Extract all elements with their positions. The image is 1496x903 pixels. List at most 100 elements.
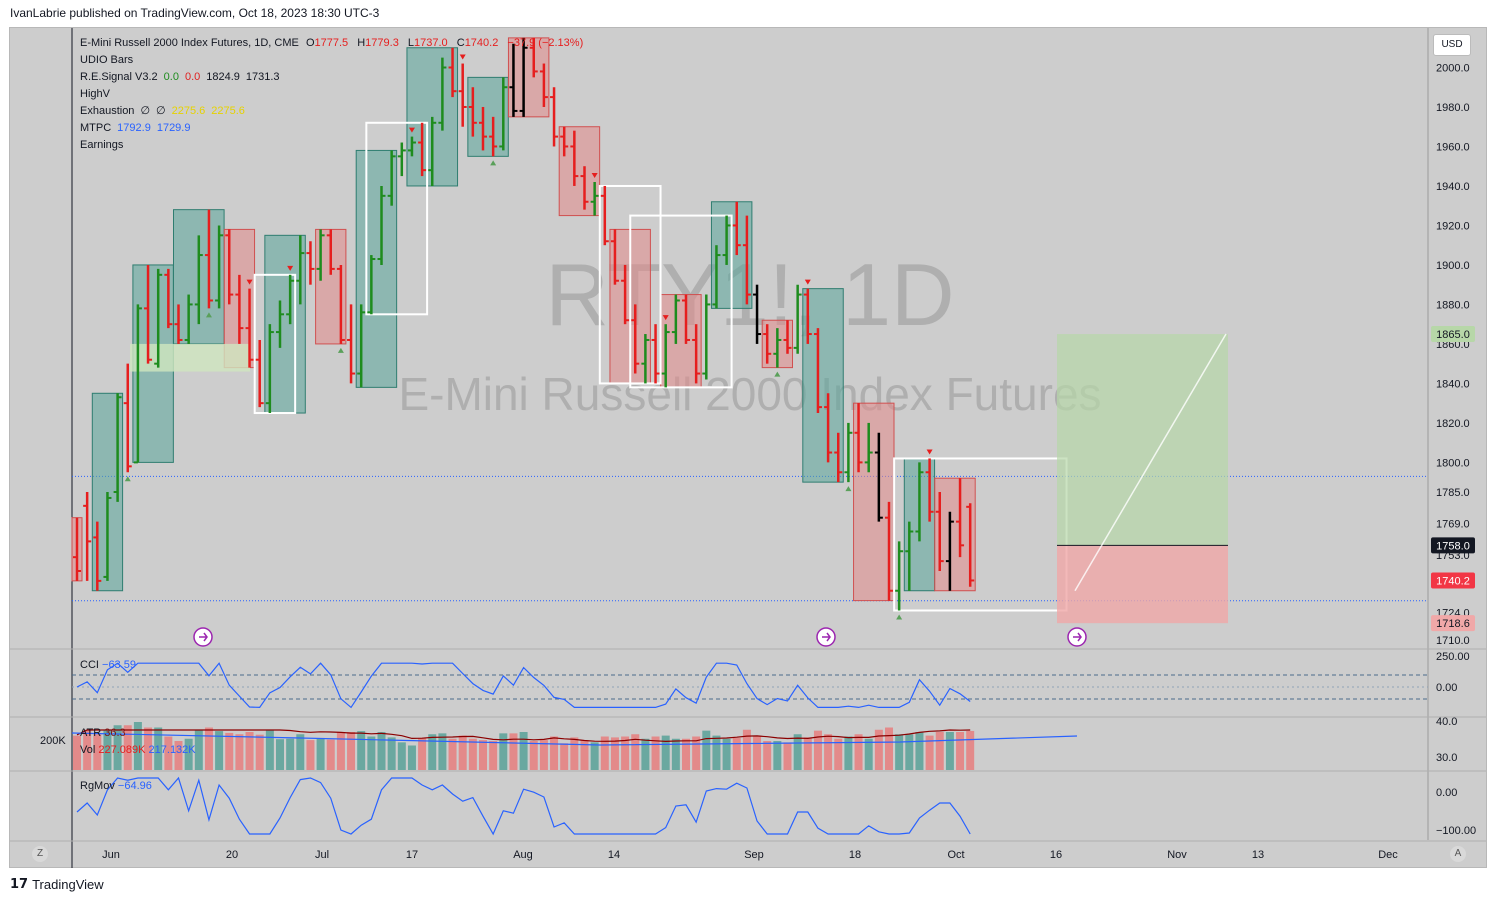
volume-bar	[499, 733, 508, 770]
volume-bar	[133, 722, 142, 770]
volume-ma-line	[71, 732, 1078, 746]
ohlc-bar	[215, 225, 224, 309]
ohlc-bar	[671, 294, 680, 344]
sell-signal-icon	[459, 54, 466, 60]
volume-bar	[661, 735, 670, 770]
volume-bar	[255, 734, 264, 770]
x-tick-label: 16	[1050, 849, 1062, 861]
currency-button[interactable]: USD	[1433, 34, 1471, 56]
legend-indicator-row[interactable]: UDIO Bars	[80, 52, 589, 69]
volume-bar	[438, 733, 447, 770]
volume-bar	[600, 736, 609, 770]
volume-bar	[692, 736, 701, 770]
volume-bar	[742, 729, 751, 770]
ohlc-bar	[113, 393, 122, 502]
volume-bar	[479, 740, 487, 770]
volume-bar	[215, 731, 224, 770]
volume-bar	[458, 735, 467, 770]
ohlc-bar	[428, 116, 437, 186]
indicator-value: 1731.3	[245, 71, 280, 83]
indicator-value: 1792.9	[117, 122, 151, 134]
buy-signal-icon	[337, 347, 344, 353]
low-value: 1737.0	[414, 37, 448, 49]
volume-bar	[560, 743, 569, 770]
y-tick-label: 1785.0	[1436, 487, 1470, 499]
sell-signal-icon	[287, 265, 294, 271]
range-box	[253, 273, 297, 415]
ohlc-bar	[499, 77, 508, 151]
indicator-value: 2275.6	[211, 105, 245, 117]
legend-indicator-row[interactable]: R.E.Signal V3.2 0.0 0.0 1824.9 1731.3	[80, 69, 589, 86]
ohlc-bar	[144, 264, 153, 364]
volume-bar	[854, 734, 863, 770]
sell-signal-icon	[926, 449, 933, 455]
sell-signal-icon	[804, 279, 811, 285]
close-value: 1740.2	[464, 37, 499, 49]
x-tick-label: Sep	[744, 849, 764, 861]
volume-bar	[682, 738, 690, 770]
ohlc-bar	[225, 229, 234, 305]
change-value: −37.9 (−2.13%)	[507, 37, 584, 49]
ohlc-bar	[326, 229, 335, 275]
volume-bar	[651, 736, 660, 770]
buy-signal-icon	[774, 371, 781, 377]
cci-tick-label: 250.00	[1436, 651, 1470, 663]
volume-bar	[397, 742, 406, 770]
volume-bar	[144, 727, 153, 770]
x-tick-label: 17	[406, 849, 418, 861]
ohlc-bar	[692, 324, 701, 384]
ohlc-bar	[407, 136, 416, 157]
volume-bar	[590, 742, 599, 770]
y-tick-label: 1840.0	[1436, 378, 1470, 390]
split-icon-glyph	[822, 632, 831, 642]
legend-indicator-row[interactable]: Earnings	[80, 137, 589, 154]
bull-zone-box	[264, 234, 306, 414]
volume-bar	[154, 727, 163, 770]
ohlc-bar	[468, 87, 477, 137]
split-icon-glyph	[199, 632, 208, 642]
ohlc-bar	[357, 304, 366, 388]
ohlc-bar	[925, 458, 934, 522]
ohlc-bar	[336, 264, 345, 344]
volume-bar	[489, 741, 498, 770]
timezone-toggle[interactable]: Z	[32, 846, 48, 862]
y-tick-label: 1710.0	[1436, 635, 1470, 647]
volume-bar	[895, 734, 904, 770]
chart-frame	[9, 27, 1487, 868]
legend-indicator-row[interactable]: Exhaustion ∅ ∅ 2275.6 2275.6	[80, 103, 589, 120]
buy-signal-icon	[124, 476, 131, 482]
volume-bar	[387, 737, 396, 770]
ohlc-bar	[966, 503, 975, 587]
volume-bar	[945, 732, 954, 770]
cci-label: CCI	[80, 659, 99, 671]
volume-bar	[631, 734, 640, 770]
ohlc-bar	[793, 284, 802, 354]
volume-bar	[93, 734, 102, 770]
ohlc-bar	[742, 215, 751, 305]
watermark-name: E-Mini Russell 2000 Index Futures	[398, 368, 1101, 420]
x-tick-label: Nov	[1167, 849, 1187, 861]
auto-scale-toggle[interactable]: A	[1450, 846, 1466, 862]
ohlc-bar	[387, 150, 396, 206]
x-tick-label: 20	[226, 849, 238, 861]
ohlc-bar	[286, 274, 295, 325]
ohlc-bar	[874, 432, 883, 522]
volume-bar	[529, 741, 538, 770]
ohlc-bar	[813, 328, 822, 414]
high-label: H	[357, 37, 366, 49]
volume-bar	[164, 736, 173, 770]
cci-legend: CCI −63.59	[80, 659, 136, 671]
ohlc-bar	[367, 255, 376, 315]
volume-bar	[621, 736, 630, 770]
volume-bar	[956, 732, 965, 770]
volume-bar	[113, 725, 122, 770]
y-tick-label: 1980.0	[1436, 102, 1470, 114]
legend-indicator-row[interactable]: HighV	[80, 86, 589, 103]
volume-bar	[824, 734, 833, 770]
legend-indicator-row[interactable]: MTPC 1792.9 1729.9	[80, 120, 589, 137]
vol-value: 227.089K	[98, 744, 146, 756]
ohlc-bar	[895, 541, 904, 611]
ohlc-bar	[651, 324, 660, 384]
price-label-bg	[1431, 537, 1475, 554]
ohlc-bar	[570, 130, 579, 186]
